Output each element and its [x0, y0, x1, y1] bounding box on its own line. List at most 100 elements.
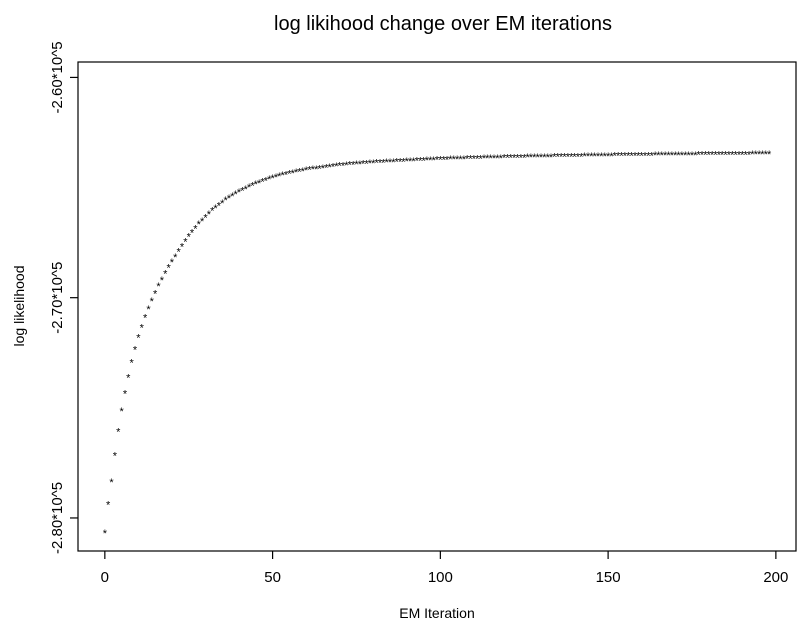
data-point: *	[287, 168, 292, 180]
x-tick-label: 50	[264, 569, 281, 586]
data-point: *	[482, 153, 487, 165]
data-point: *	[499, 153, 504, 165]
data-point: *	[146, 304, 151, 316]
data-point: *	[747, 149, 752, 161]
data-point: *	[636, 150, 641, 162]
x-tick-label: 200	[763, 569, 788, 586]
data-point: *	[764, 149, 769, 161]
data-point: *	[582, 151, 587, 163]
data-point: *	[344, 160, 349, 172]
data-point: *	[317, 163, 322, 175]
data-point: *	[475, 153, 480, 165]
data-point: *	[421, 155, 426, 167]
data-point: *	[153, 289, 158, 301]
data-point: *	[606, 151, 611, 163]
data-point: *	[512, 152, 517, 164]
data-point: *	[525, 152, 530, 164]
data-point: *	[160, 275, 165, 287]
data-point: *	[616, 151, 621, 163]
data-point: *	[733, 149, 738, 161]
data-point: *	[754, 149, 759, 161]
data-point: *	[723, 149, 728, 161]
data-point: *	[358, 159, 363, 171]
data-point: *	[119, 406, 124, 418]
data-point: *	[569, 151, 574, 163]
data-point: *	[646, 150, 651, 162]
data-point: *	[408, 156, 413, 168]
data-point: *	[458, 154, 463, 166]
data-point: *	[586, 151, 591, 163]
data-point: *	[536, 152, 541, 164]
data-point: *	[297, 166, 302, 178]
data-point: *	[130, 357, 135, 369]
data-point: *	[552, 152, 557, 164]
data-point: *	[693, 150, 698, 162]
data-point: *	[468, 154, 473, 166]
data-point: *	[277, 171, 282, 183]
data-point: *	[650, 150, 655, 162]
data-point: *	[411, 156, 416, 168]
data-point: *	[559, 152, 564, 164]
data-point: *	[579, 151, 584, 163]
data-point: *	[177, 247, 182, 259]
data-point: *	[126, 372, 131, 384]
data-point: *	[331, 161, 336, 173]
data-point: *	[626, 151, 631, 163]
data-point: *	[767, 149, 772, 161]
data-point: *	[643, 150, 648, 162]
data-point: *	[710, 150, 715, 162]
data-point: *	[183, 237, 188, 249]
data-point: *	[170, 257, 175, 269]
data-point: *	[445, 154, 450, 166]
data-point: *	[609, 151, 614, 163]
data-point: *	[180, 242, 185, 254]
x-tick-label: 150	[596, 569, 621, 586]
data-point: *	[227, 193, 232, 205]
data-point: *	[502, 153, 507, 165]
data-point: *	[418, 156, 423, 168]
data-point: *	[291, 168, 296, 180]
data-point: *	[485, 153, 490, 165]
data-point: *	[143, 313, 148, 325]
data-point: *	[223, 195, 228, 207]
data-point: *	[274, 172, 279, 184]
data-point: *	[264, 175, 269, 187]
data-point: *	[237, 187, 242, 199]
data-point: *	[301, 166, 306, 178]
data-point: *	[619, 151, 624, 163]
data-point: *	[700, 150, 705, 162]
data-point: *	[566, 151, 571, 163]
y-tick-label: -2.70*10^5	[49, 262, 66, 334]
data-point: *	[217, 200, 222, 212]
data-point: *	[284, 169, 289, 181]
data-point: *	[371, 158, 376, 170]
data-point: *	[633, 150, 638, 162]
data-point: *	[542, 152, 547, 164]
data-point: *	[576, 151, 581, 163]
data-point: *	[760, 149, 765, 161]
data-point: *	[341, 160, 346, 172]
data-point: *	[489, 153, 494, 165]
data-point: *	[593, 151, 598, 163]
data-point: *	[374, 158, 379, 170]
data-point: *	[348, 160, 353, 172]
data-point: *	[653, 150, 658, 162]
data-point: *	[140, 322, 145, 334]
data-point: *	[163, 268, 168, 280]
data-point: *	[254, 179, 259, 191]
data-point: *	[220, 198, 225, 210]
data-point: *	[428, 155, 433, 167]
data-point: *	[432, 155, 437, 167]
data-point: *	[257, 178, 262, 190]
x-tick-label: 100	[428, 569, 453, 586]
data-point: *	[505, 153, 510, 165]
x-tick-label: 0	[101, 569, 109, 586]
data-point: *	[425, 155, 430, 167]
data-point: *	[166, 263, 171, 275]
x-axis-label: EM Iteration	[399, 605, 474, 621]
data-point: *	[599, 151, 604, 163]
data-point: *	[492, 153, 497, 165]
data-point: *	[187, 232, 192, 244]
data-point: *	[686, 150, 691, 162]
data-point: *	[442, 154, 447, 166]
